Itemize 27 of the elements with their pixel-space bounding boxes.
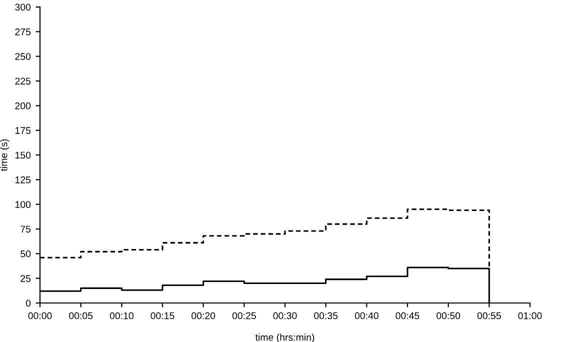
- y-tick-label: 175: [15, 127, 31, 134]
- x-tick-label: 00:40: [354, 312, 378, 320]
- y-tick-label: 75: [20, 226, 31, 233]
- y-tick-label: 250: [15, 53, 31, 60]
- y-tick-label: 125: [15, 176, 31, 184]
- y-tick-label: 100: [15, 201, 31, 208]
- y-tick-label: 300: [15, 4, 31, 11]
- x-tick-label: 00:55: [477, 312, 501, 320]
- x-tick-label: 00:30: [273, 312, 297, 320]
- y-tick-label: 225: [15, 78, 31, 85]
- x-tick-label: 00:15: [150, 312, 174, 320]
- x-tick-label: 00:10: [110, 312, 134, 320]
- y-tick-label: 200: [15, 102, 31, 110]
- y-tick-label: 275: [15, 28, 31, 36]
- y-tick-label: 0: [26, 300, 31, 307]
- y-tick-label: 25: [20, 275, 31, 282]
- x-tick-label: 00:50: [436, 312, 460, 320]
- y-tick-label: 50: [20, 250, 31, 258]
- x-tick-label: 00:45: [396, 312, 420, 320]
- x-tick-label: 00:05: [69, 312, 93, 320]
- y-axis-title: time (s): [0, 139, 10, 172]
- x-tick-label: 00:25: [232, 312, 256, 320]
- y-tick-label: 150: [15, 152, 31, 159]
- x-tick-label: 00:20: [192, 312, 216, 320]
- x-tick-label: 00:35: [314, 312, 338, 320]
- x-tick-label: 01:00: [518, 312, 542, 320]
- x-tick-label: 00:00: [28, 312, 52, 320]
